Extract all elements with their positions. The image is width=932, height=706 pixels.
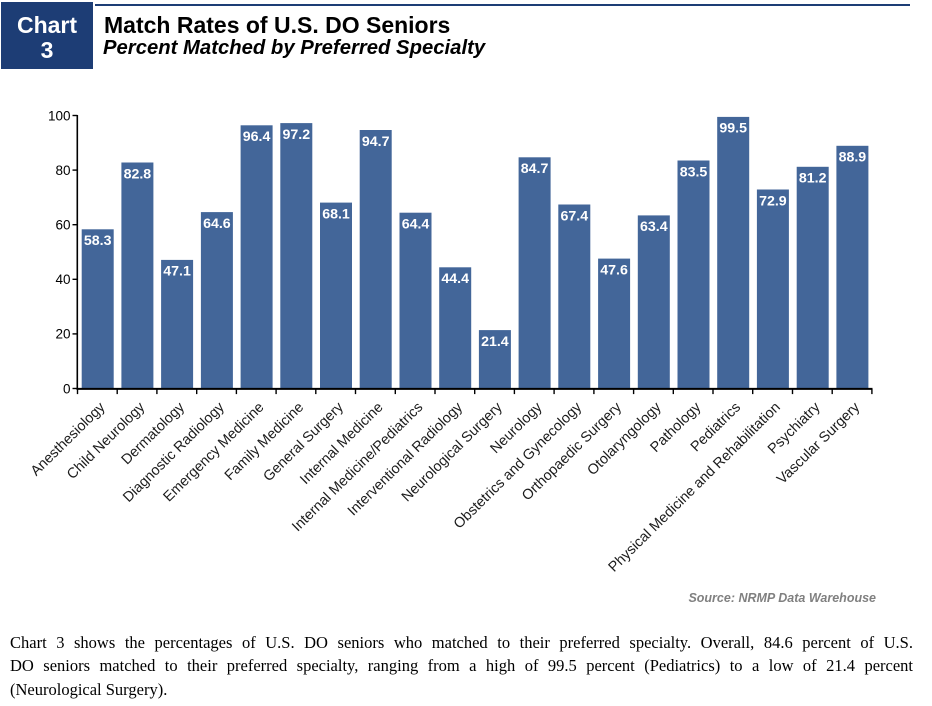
svg-text:97.2: 97.2 (282, 127, 310, 143)
svg-text:40: 40 (55, 272, 70, 287)
svg-text:Source: NRMP Data Warehouse: Source: NRMP Data Warehouse (688, 591, 876, 605)
svg-text:58.3: 58.3 (84, 233, 112, 249)
svg-text:47.1: 47.1 (163, 264, 191, 280)
svg-text:100: 100 (48, 108, 71, 123)
svg-text:94.7: 94.7 (362, 134, 390, 150)
svg-text:20: 20 (55, 327, 70, 342)
svg-text:67.4: 67.4 (560, 208, 588, 224)
svg-text:84.7: 84.7 (521, 161, 549, 177)
svg-text:64.6: 64.6 (203, 216, 231, 232)
svg-text:83.5: 83.5 (680, 164, 708, 180)
svg-text:68.1: 68.1 (322, 206, 350, 222)
svg-text:82.8: 82.8 (124, 166, 152, 182)
svg-text:88.9: 88.9 (839, 150, 867, 166)
svg-text:63.4: 63.4 (640, 219, 668, 235)
svg-text:44.4: 44.4 (441, 271, 469, 287)
svg-text:81.2: 81.2 (799, 171, 827, 187)
svg-text:96.4: 96.4 (243, 129, 271, 145)
svg-text:0: 0 (63, 381, 71, 396)
svg-text:21.4: 21.4 (481, 334, 509, 350)
svg-text:60: 60 (55, 218, 70, 233)
svg-text:47.6: 47.6 (600, 262, 628, 278)
svg-text:72.9: 72.9 (759, 193, 787, 209)
svg-text:64.4: 64.4 (402, 217, 430, 233)
svg-text:80: 80 (55, 163, 70, 178)
svg-text:99.5: 99.5 (719, 121, 747, 137)
